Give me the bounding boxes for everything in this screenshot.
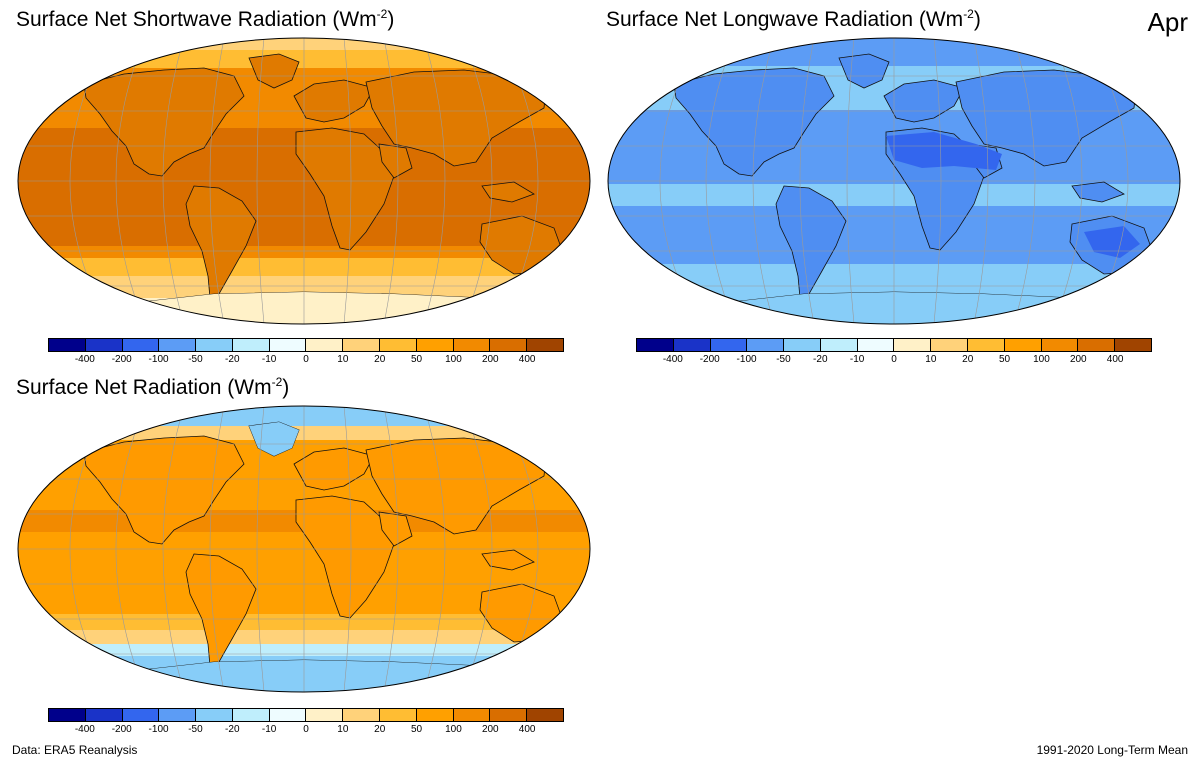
colorbar-swatch (931, 339, 969, 351)
colorbar-tick-label: 20 (374, 354, 386, 365)
longwave-map (607, 37, 1181, 325)
colorbar-swatch (196, 709, 233, 721)
colorbar-tick-label: 0 (303, 354, 309, 365)
colorbar-tick-label: -100 (148, 354, 169, 365)
colorbar-tick-label: 20 (962, 354, 974, 365)
colorbar-tick-label: -400 (662, 354, 683, 365)
shortwave-colorbar (48, 338, 564, 352)
colorbar-swatch (159, 339, 197, 351)
colorbar-tick-label: -50 (188, 724, 203, 735)
longwave-colorbar-labels: -400 -200 -100 -50 -20 -10 0 10 20 50 100 200 400 (636, 354, 1152, 368)
colorbar-swatch (380, 339, 417, 351)
colorbar-swatch (1004, 339, 1042, 351)
colorbar-swatch (673, 339, 711, 351)
colorbar-swatch (453, 339, 491, 351)
colorbar-tick-label: 10 (925, 354, 937, 365)
colorbar-tick-label: -200 (111, 724, 132, 735)
colorbar-tick-label: 0 (303, 724, 309, 735)
data-source: Data: ERA5 Reanalysis (12, 743, 138, 757)
colorbar-tick-label: 50 (411, 724, 423, 735)
colorbar-tick-label: 20 (374, 724, 386, 735)
colorbar-tick-label: -100 (148, 724, 169, 735)
colorbar-swatch (784, 339, 821, 351)
colorbar-swatch (710, 339, 748, 351)
colorbar-swatch (637, 339, 674, 351)
colorbar-swatch (820, 339, 858, 351)
shortwave-title: Surface Net Shortwave Radiation (Wm-2) (16, 7, 395, 31)
colorbar-tick-label: -20 (813, 354, 828, 365)
colorbar-tick-label: 50 (999, 354, 1011, 365)
colorbar-tick-label: -400 (74, 724, 95, 735)
colorbar-tick-label: -20 (225, 354, 240, 365)
net-title: Surface Net Radiation (Wm-2) (16, 375, 290, 399)
colorbar-swatch (269, 709, 307, 721)
colorbar-tick-label: -10 (261, 354, 277, 365)
colorbar-tick-label: -100 (736, 354, 757, 365)
longwave-colorbar (636, 338, 1152, 352)
shortwave-map (17, 37, 591, 325)
colorbar-swatch (343, 709, 381, 721)
colorbar-tick-label: 50 (411, 354, 423, 365)
colorbar-tick-label: -400 (74, 354, 95, 365)
colorbar-swatch (1041, 339, 1079, 351)
colorbar-swatch (232, 339, 270, 351)
net-radiation-map (17, 405, 591, 693)
colorbar-tick-label: 200 (481, 724, 499, 735)
colorbar-tick-label: 400 (518, 724, 536, 735)
period-label: 1991-2020 Long-Term Mean (1036, 743, 1188, 757)
colorbar-swatch (527, 339, 563, 351)
colorbar-swatch (416, 339, 454, 351)
colorbar-swatch (747, 339, 785, 351)
month-label: Apr (1147, 7, 1188, 37)
colorbar-swatch (490, 709, 528, 721)
colorbar-swatch (453, 709, 491, 721)
colorbar-tick-label: 100 (445, 724, 462, 735)
colorbar-swatch (306, 709, 344, 721)
colorbar-swatch (968, 339, 1005, 351)
colorbar-tick-label: 200 (481, 354, 499, 365)
colorbar-swatch (490, 339, 528, 351)
colorbar-tick-label: 200 (1069, 354, 1087, 365)
colorbar-tick-label: -50 (188, 354, 203, 365)
colorbar-swatch (857, 339, 895, 351)
colorbar-swatch (122, 709, 160, 721)
colorbar-swatch (1078, 339, 1116, 351)
colorbar-swatch (416, 709, 454, 721)
colorbar-tick-label: 0 (891, 354, 897, 365)
colorbar-swatch (269, 339, 307, 351)
colorbar-tick-label: 100 (445, 354, 462, 365)
colorbar-tick-label: -200 (699, 354, 720, 365)
colorbar-tick-label: 400 (518, 354, 536, 365)
colorbar-tick-label: 10 (337, 724, 349, 735)
colorbar-swatch (894, 339, 932, 351)
colorbar-swatch (85, 339, 123, 351)
colorbar-swatch (85, 709, 123, 721)
colorbar-swatch (159, 709, 197, 721)
net-radiation-colorbar (48, 708, 564, 722)
colorbar-tick-label: 10 (337, 354, 349, 365)
colorbar-tick-label: 400 (1106, 354, 1124, 365)
colorbar-tick-label: -20 (225, 724, 240, 735)
colorbar-tick-label: -10 (261, 724, 277, 735)
colorbar-swatch (232, 709, 270, 721)
longwave-title: Surface Net Longwave Radiation (Wm-2) (606, 7, 981, 31)
colorbar-swatch (527, 709, 563, 721)
colorbar-swatch (122, 339, 160, 351)
colorbar-tick-label: -50 (776, 354, 791, 365)
colorbar-swatch (343, 339, 381, 351)
colorbar-swatch (380, 709, 417, 721)
colorbar-swatch (196, 339, 233, 351)
colorbar-tick-label: -10 (849, 354, 865, 365)
colorbar-swatch (1115, 339, 1151, 351)
shortwave-colorbar-labels: -400 -200 -100 -50 -20 -10 0 10 20 50 100 200 400 (48, 354, 564, 368)
net-radiation-colorbar-labels: -400 -200 -100 -50 -20 -10 0 10 20 50 100 200 400 (48, 724, 564, 738)
colorbar-swatch (306, 339, 344, 351)
colorbar-swatch (49, 709, 86, 721)
colorbar-tick-label: -200 (111, 354, 132, 365)
colorbar-swatch (49, 339, 86, 351)
colorbar-tick-label: 100 (1033, 354, 1050, 365)
